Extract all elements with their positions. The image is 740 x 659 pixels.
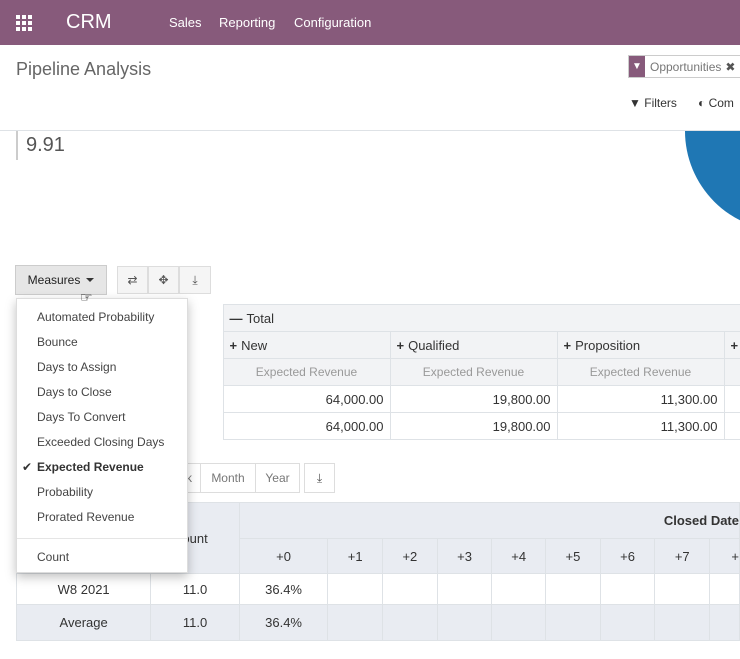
table-row: 64,000.00 19,800.00 11,300.00 [16, 385, 740, 413]
interval-header: +1 [327, 538, 384, 574]
pivot-cell[interactable]: 64,000.00 [222, 412, 391, 440]
search-facet[interactable]: ▼ Opportunities ✖ [628, 55, 740, 78]
interval-header: +3 [436, 538, 493, 574]
month-button[interactable]: Month [200, 463, 256, 493]
download-icon: ⤓ [316, 470, 323, 485]
chart-area [0, 131, 740, 251]
year-button[interactable]: Year [255, 463, 300, 493]
filters-button[interactable]: ▼ Filters [629, 96, 677, 110]
filter-icon: ▼ [629, 96, 641, 110]
pivot-cell[interactable]: 19,800.00 [389, 385, 558, 413]
cohort-count: 11.0 [150, 604, 240, 641]
measure-option[interactable]: Days To Convert [37, 410, 126, 424]
page-title: Pipeline Analysis [16, 59, 152, 79]
cohort-row-label: Average [15, 604, 152, 641]
measure-option[interactable]: Days to Assign [37, 360, 117, 374]
cohort-cell: 36.4% [238, 604, 329, 641]
closed-date-header: Closed Date [238, 502, 740, 539]
cohort-count: 11.0 [150, 573, 240, 605]
plus-icon: + [229, 337, 238, 353]
comparison-label: Com [708, 96, 734, 110]
hand-cursor-icon: ☞ [80, 289, 93, 305]
menu-reporting[interactable]: Reporting [219, 15, 276, 30]
arrows-icon: ✥ [158, 273, 169, 287]
half-circle-icon: ◐ [698, 96, 706, 110]
check-icon: ✔ [22, 460, 33, 474]
filter-icon: ▼ [629, 56, 645, 77]
measure-header[interactable]: Expected Revenue [389, 358, 558, 386]
measure-option[interactable]: Probability [37, 485, 94, 499]
minus-icon: — [229, 310, 243, 326]
top-navbar: CRM Sales Reporting Configuration [0, 0, 740, 45]
kpi-value: 9.91 [16, 131, 65, 160]
pivot-col-qualified[interactable]: + Qualified [389, 331, 558, 359]
download-icon: ⤓ [192, 272, 198, 287]
measure-option[interactable]: Automated Probability [37, 310, 155, 324]
cohort-cell[interactable]: 36.4% [238, 573, 329, 605]
plus-icon: + [563, 337, 572, 353]
pivot-col-new[interactable]: + New [222, 331, 391, 359]
facet-label: Opportunities [650, 59, 722, 74]
measure-option[interactable]: Exceeded Closing Days [37, 435, 165, 449]
caret-down-icon [86, 278, 95, 282]
menu-configuration[interactable]: Configuration [294, 15, 372, 30]
pivot-total-header[interactable]: — Total [222, 304, 740, 332]
measures-label: Measures [27, 273, 81, 287]
table-row: 64,000.00 19,800.00 11,300.00 [16, 412, 740, 440]
control-panel: Pipeline Analysis ▼ Opportunities ✖ ▼ Fi… [0, 45, 740, 131]
measure-option[interactable]: Bounce [37, 335, 78, 349]
pivot-col-proposition[interactable]: + Proposition [556, 331, 725, 359]
pie-slice[interactable] [685, 131, 740, 231]
interval-header: + [709, 538, 740, 574]
interval-header: +0 [238, 538, 329, 574]
table-row: W8 2021 11.0 36.4% [15, 573, 740, 605]
close-icon[interactable]: ✖ [725, 59, 736, 74]
download-button[interactable]: ⤓ [179, 266, 211, 294]
measures-button[interactable]: Measures [15, 265, 107, 295]
measure-option-count[interactable]: Count [37, 550, 70, 564]
filters-label: Filters [644, 96, 677, 110]
measure-header[interactable]: Expected Revenue [222, 358, 391, 386]
pivot-table: — Total + New + Qualified + Proposition + Ex… [16, 304, 740, 440]
pivot-cell[interactable]: 19,800.00 [389, 412, 558, 440]
measure-option[interactable]: Prorated Revenue [37, 510, 135, 524]
plus-icon: + [396, 337, 405, 353]
expand-all-button[interactable]: ✥ [148, 266, 179, 294]
menu-sales[interactable]: Sales [169, 15, 202, 30]
flip-axis-button[interactable]: ⇄ [117, 266, 148, 294]
pivot-cell[interactable]: 64,000.00 [222, 385, 391, 413]
measure-option[interactable]: Days to Close [37, 385, 112, 399]
cohort-download-button[interactable]: ⤓ [304, 463, 335, 493]
exchange-icon: ⇄ [127, 273, 138, 287]
pivot-col-more[interactable]: + [723, 331, 740, 359]
measure-header[interactable]: Expected Revenue [556, 358, 725, 386]
interval-header: +4 [491, 538, 547, 574]
plus-icon: + [730, 337, 739, 353]
app-brand[interactable]: CRM [66, 11, 112, 33]
pivot-cell[interactable]: 11,300.00 [556, 385, 725, 413]
comparison-button[interactable]: ◐ Com [698, 96, 734, 110]
table-row: Average 11.0 36.4% [15, 604, 740, 641]
pivot-cell[interactable]: 11,300.00 [556, 412, 725, 440]
interval-header: +6 [599, 538, 656, 574]
measures-dropdown: Automated Probability Bounce Days to Ass… [16, 298, 188, 573]
interval-header: +2 [382, 538, 438, 574]
apps-menu-icon[interactable] [16, 15, 32, 31]
interval-header: +5 [545, 538, 601, 574]
interval-header: +7 [654, 538, 711, 574]
measure-option-selected[interactable]: ✔ Expected Revenue [17, 455, 187, 480]
dropdown-divider [17, 538, 187, 539]
cohort-row-label: W8 2021 [15, 573, 152, 605]
